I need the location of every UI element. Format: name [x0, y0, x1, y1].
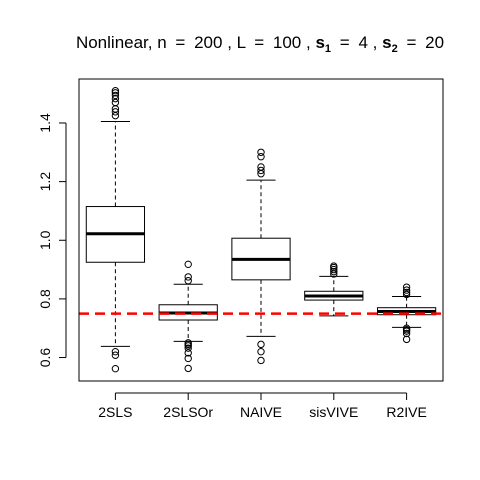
outlier-point [111, 87, 120, 95]
outlier-point [111, 351, 120, 359]
y-axis: 0.6 0.8 1.0 1.2 1.4 [37, 113, 67, 368]
outlier-point [111, 89, 120, 97]
outlier-point [111, 108, 120, 116]
plot-frame [78, 78, 444, 382]
box-group-2sls [85, 87, 146, 373]
y-tick-label: 1.4 [37, 113, 53, 133]
outlier-point [184, 273, 192, 281]
outlier-point [184, 260, 192, 269]
outlier-point [257, 340, 265, 349]
outlier-point [330, 262, 338, 270]
outlier-point [184, 364, 192, 373]
y-tick-label: 1.2 [37, 172, 53, 192]
outlier-point [111, 364, 120, 373]
y-tick-label: 0.6 [37, 348, 53, 368]
outlier-point [402, 286, 411, 294]
outlier-point [257, 152, 265, 161]
boxes-layer [85, 87, 437, 373]
box-group-naive [231, 148, 291, 365]
outlier-point [184, 277, 192, 285]
outlier-point [257, 356, 265, 365]
outlier-point [402, 335, 411, 344]
outlier-point [402, 324, 411, 332]
outlier-point [111, 91, 120, 100]
outlier-point [184, 349, 192, 357]
outlier-point [330, 265, 338, 274]
outlier-point [111, 94, 120, 103]
y-tick-label: 1.0 [37, 230, 53, 250]
outlier-point [257, 148, 265, 157]
outlier-point [330, 267, 338, 276]
outlier-point [402, 290, 411, 299]
outlier-point [257, 163, 265, 171]
outlier-point [111, 347, 120, 356]
outlier-point [257, 166, 265, 175]
box-group-2slsor [158, 260, 218, 373]
outlier-point [111, 98, 120, 107]
x-tick-label: NAIVE [240, 404, 282, 420]
outlier-point [184, 354, 192, 363]
box-group-sisvive [304, 262, 364, 317]
outlier-point [402, 288, 411, 297]
outlier-point [402, 283, 411, 291]
x-tick-label: sisVIVE [309, 404, 358, 420]
outlier-point [402, 329, 411, 338]
outlier-point [257, 347, 265, 356]
chart-title: Nonlinear, n = 200 , L = 100 , s1 = 4 , … [76, 33, 444, 56]
outlier-point [184, 339, 192, 347]
outlier-point [184, 344, 192, 352]
outlier-point [184, 340, 192, 349]
x-tick-label: 2SLS [98, 404, 132, 420]
x-tick-label: 2SLSOr [163, 404, 213, 420]
y-tick-label: 0.8 [37, 289, 53, 309]
x-tick-label: R2IVE [386, 404, 426, 420]
x-axis: 2SLS 2SLSOr NAIVE sisVIVE R2IVE [98, 392, 427, 420]
